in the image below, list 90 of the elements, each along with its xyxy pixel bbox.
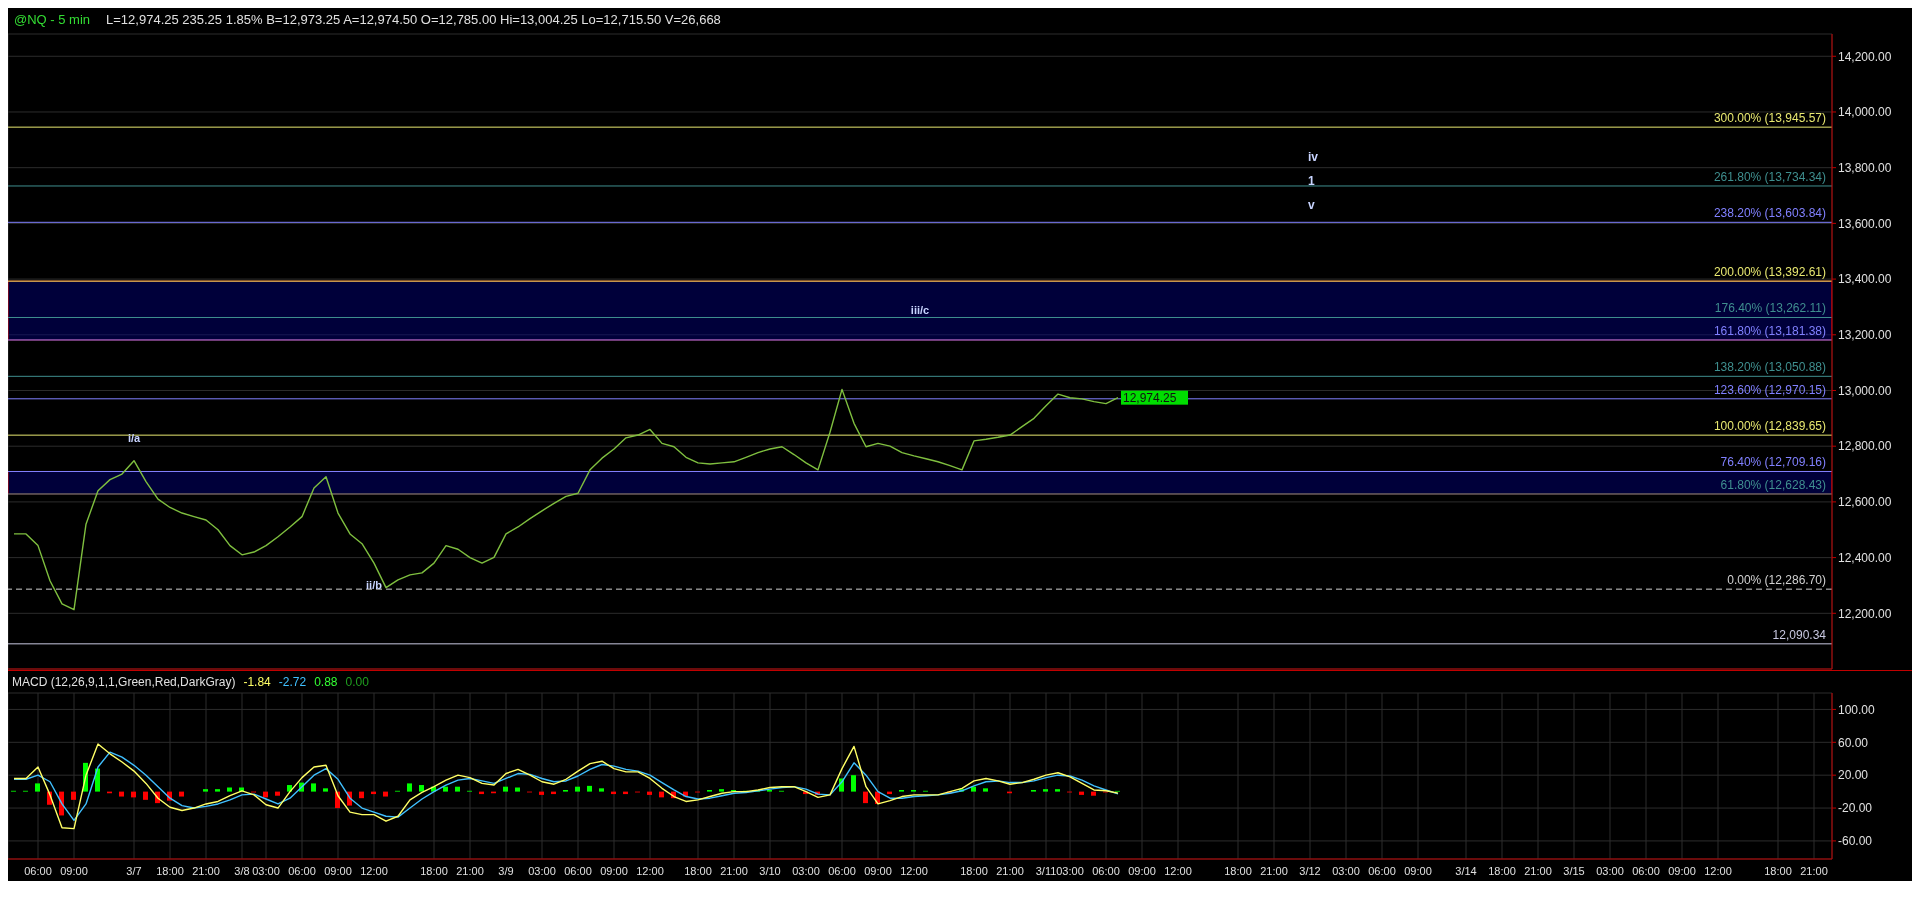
x-tick-label: 18:00: [1488, 864, 1516, 877]
x-tick-label: 09:00: [1668, 864, 1696, 877]
x-tick-label: 3/12: [1299, 864, 1321, 877]
x-tick-label: 06:00: [564, 864, 592, 877]
x-tick-label: 06:00: [1092, 864, 1120, 877]
y-tick-label: 13,200.00: [1838, 328, 1892, 343]
x-tick-label: 12:00: [1704, 864, 1732, 877]
x-tick-label: 09:00: [600, 864, 628, 877]
y-tick-label: 13,400.00: [1838, 272, 1892, 287]
x-tick-label: 09:00: [324, 864, 352, 877]
annotation: v: [1308, 198, 1316, 212]
ref-line-label: 123.60% (12,970.15): [1713, 382, 1826, 397]
x-tick-label: 12:00: [360, 864, 388, 877]
x-tick-label: 18:00: [420, 864, 448, 877]
x-tick-label: 21:00: [1524, 864, 1552, 877]
annotation: i/a: [127, 432, 141, 445]
x-tick-label: 09:00: [864, 864, 892, 877]
x-tick-label: 03:00: [528, 864, 556, 877]
ref-line-label: 76.40% (12,709.16): [1720, 455, 1826, 470]
y-tick-label: 60.00: [1838, 735, 1869, 750]
ref-line-label: 12,090.34: [1772, 627, 1827, 642]
text: 0.00: [345, 675, 369, 689]
y-tick-label: 14,000.00: [1838, 105, 1892, 120]
chart-title: MACD (12,26,9,1,1,Green,Red,DarkGray): [12, 675, 236, 689]
x-tick-label: 12:00: [636, 864, 664, 877]
ref-line-label: 238.20% (13,603.84): [1713, 206, 1826, 221]
y-tick-label: 13,000.00: [1838, 383, 1892, 398]
x-tick-label: 3/7: [126, 864, 142, 877]
x-tick-label: 06:00: [24, 864, 52, 877]
x-tick-label: 21:00: [996, 864, 1024, 877]
y-tick-label: 20.00: [1838, 768, 1869, 783]
x-tick-label: 21:00: [720, 864, 748, 877]
x-tick-label: 06:00: [288, 864, 316, 877]
ref-line-label: 300.00% (13,945.57): [1713, 111, 1826, 126]
x-tick-label: 03:00: [252, 864, 280, 877]
x-tick-label: 09:00: [1404, 864, 1432, 877]
y-tick-label: 12,200.00: [1838, 606, 1892, 621]
ref-line-label: 0.00% (12,286.70): [1727, 573, 1826, 588]
x-tick-label: 18:00: [1224, 864, 1252, 877]
chart-title: @NQ - 5 min: [14, 11, 91, 27]
x-tick-label: 18:00: [1764, 864, 1792, 877]
x-tick-label: 06:00: [1368, 864, 1396, 877]
x-tick-label: 3/15: [1563, 864, 1585, 877]
x-tick-label: 03:00: [1056, 864, 1084, 877]
x-tick-label: 03:00: [1332, 864, 1360, 877]
x-tick-label: 3/11: [1035, 864, 1057, 877]
x-tick-label: 12:00: [1164, 864, 1192, 877]
band-label: iii/c: [910, 304, 930, 317]
text: -1.84: [243, 675, 271, 689]
x-tick-label: 06:00: [1632, 864, 1660, 877]
y-tick-label: -60.00: [1838, 834, 1873, 849]
y-tick-label: 13,600.00: [1838, 216, 1892, 231]
y-tick-label: 100.00: [1838, 702, 1876, 717]
text: 0.88: [314, 675, 338, 689]
x-tick-label: 3/9: [498, 864, 514, 877]
annotation: 1: [1308, 174, 1316, 188]
y-tick-label: -20.00: [1838, 801, 1873, 816]
y-tick-label: 13,800.00: [1838, 160, 1892, 175]
ref-line-label: 261.80% (13,734.34): [1713, 169, 1826, 184]
x-tick-label: 03:00: [792, 864, 820, 877]
data-label: 12,974.25: [1123, 390, 1177, 405]
ref-line-label: 161.80% (13,181.38): [1713, 323, 1826, 338]
x-tick-label: 3/8: [234, 864, 250, 877]
chart-subtitle: L=12,974.25 235.25 1.85% B=12,973.25 A=12,974.50 O=12,785.00 Hi=13,004.25 Lo=12,715.50 V=26,668: [106, 11, 721, 27]
x-tick-label: 18:00: [156, 864, 184, 877]
ref-line-label: 100.00% (12,839.65): [1713, 419, 1826, 434]
x-tick-label: 3/10: [759, 864, 781, 877]
x-tick-label: 09:00: [1128, 864, 1156, 877]
x-tick-label: 21:00: [192, 864, 220, 877]
x-tick-label: 09:00: [60, 864, 88, 877]
x-tick-label: 18:00: [684, 864, 712, 877]
x-tick-label: 18:00: [960, 864, 988, 877]
y-tick-label: 12,600.00: [1838, 495, 1892, 510]
ref-line-label: 176.40% (13,262.11): [1714, 301, 1826, 316]
x-tick-label: 21:00: [456, 864, 484, 877]
ref-line-label: 61.80% (12,628.43): [1720, 477, 1826, 492]
ref-line-label: 138.20% (13,050.88): [1713, 360, 1826, 375]
annotation: iv: [1308, 150, 1319, 164]
x-tick-label: 21:00: [1800, 864, 1828, 877]
x-tick-label: 06:00: [828, 864, 856, 877]
text: -2.72: [278, 675, 307, 689]
y-tick-label: 12,400.00: [1838, 550, 1892, 565]
ref-line-label: 200.00% (13,392.61): [1713, 265, 1826, 280]
x-tick-label: 21:00: [1260, 864, 1288, 877]
y-tick-label: 12,800.00: [1838, 439, 1892, 454]
x-tick-label: 12:00: [900, 864, 928, 877]
y-tick-label: 14,200.00: [1838, 49, 1892, 64]
x-tick-label: 3/14: [1455, 864, 1477, 877]
annotation: ii/b: [366, 579, 383, 592]
x-tick-label: 03:00: [1596, 864, 1624, 877]
